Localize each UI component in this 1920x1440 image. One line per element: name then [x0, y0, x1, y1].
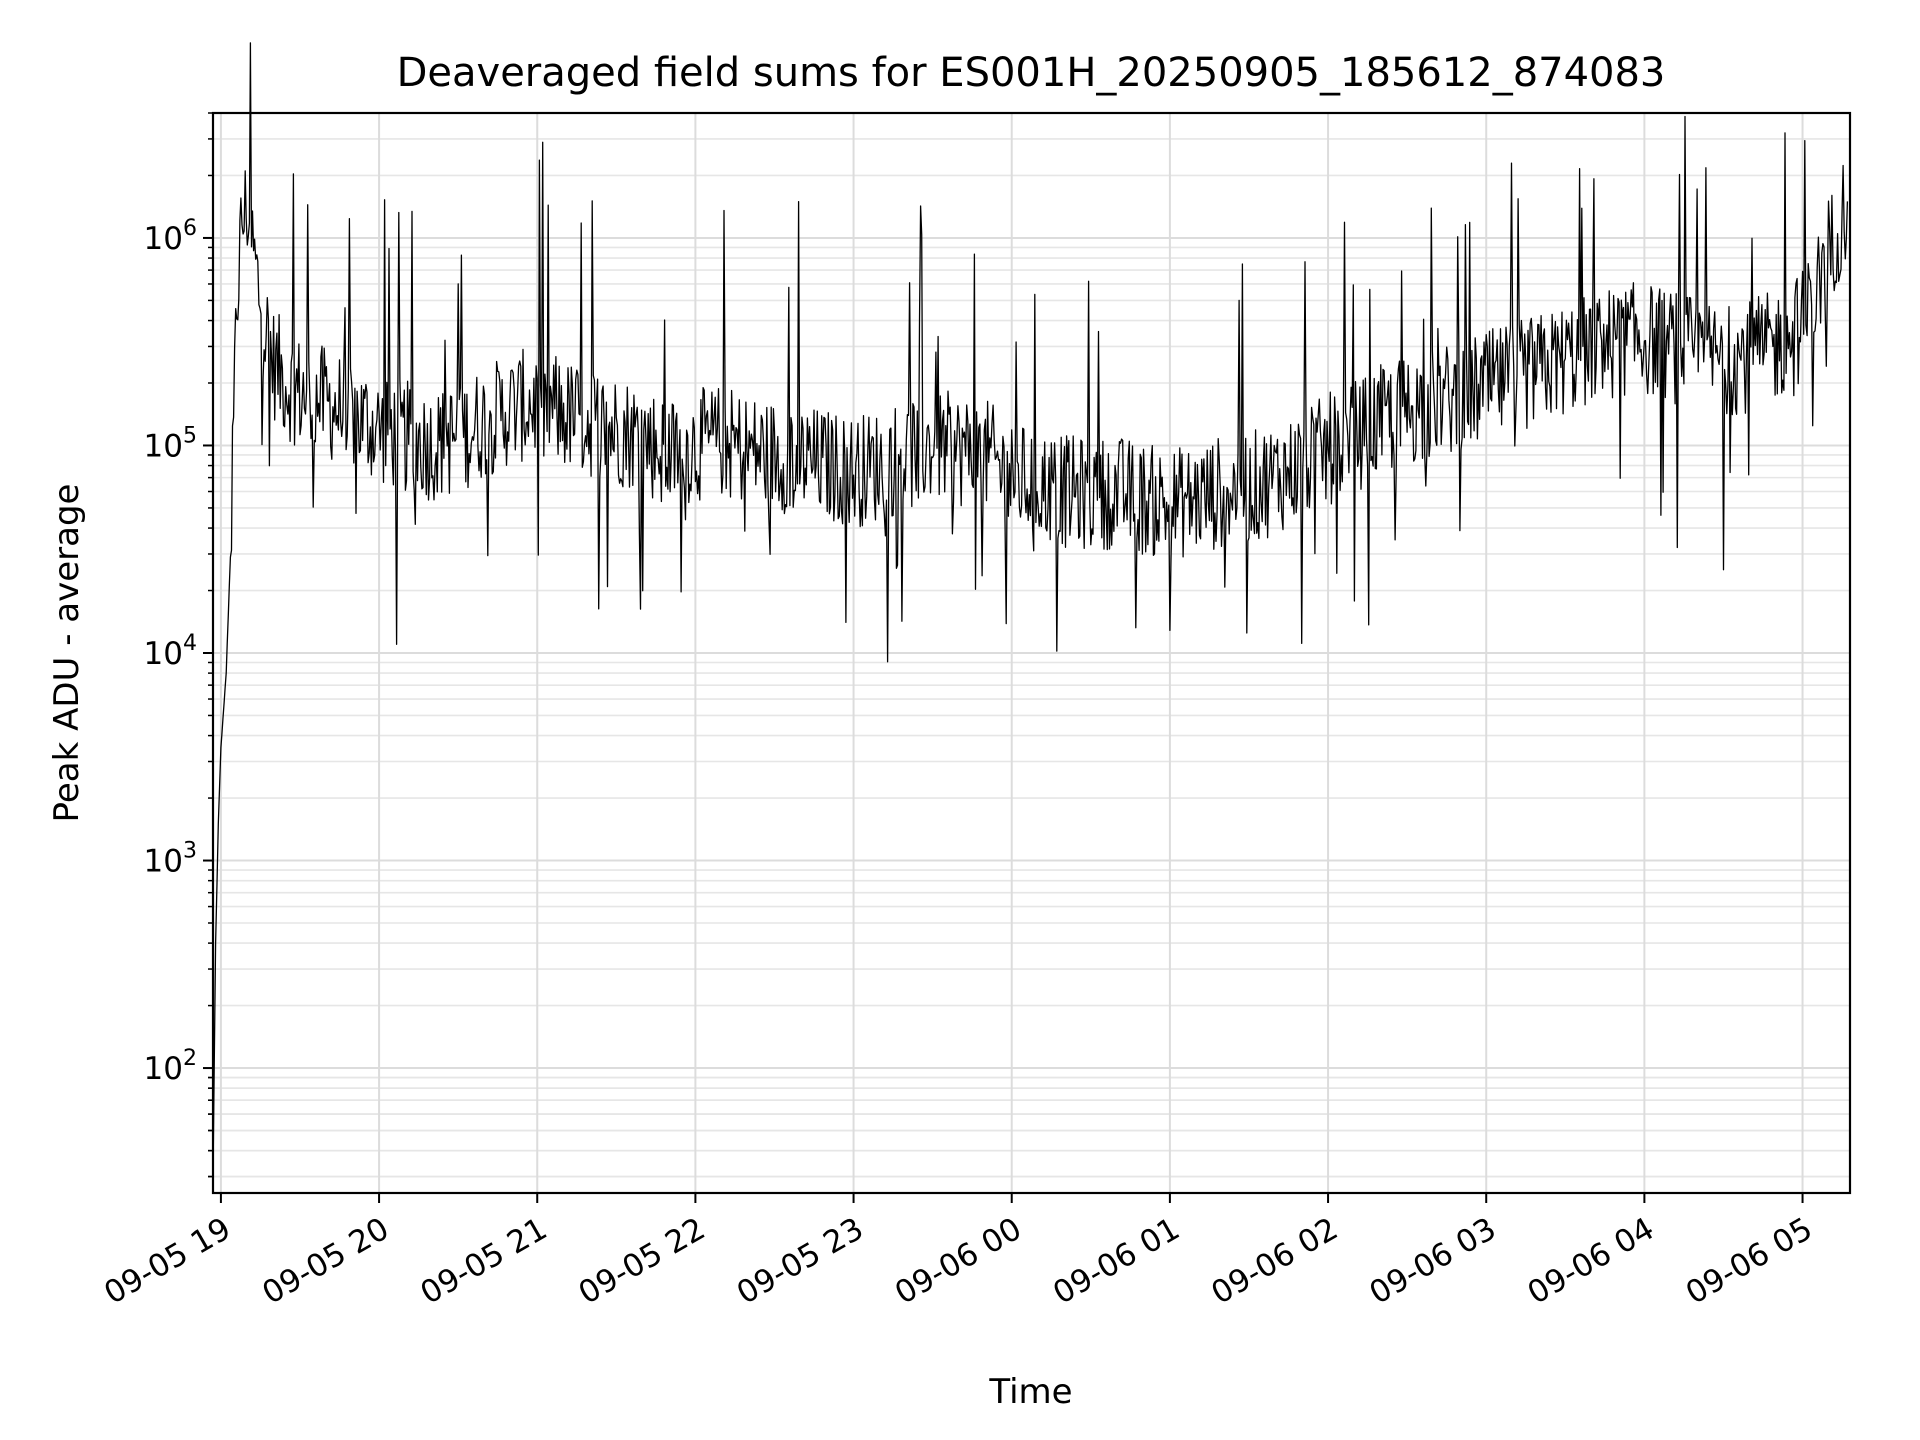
- x-tick-label: 09-06 05: [1680, 1211, 1819, 1312]
- series-line: [212, 42, 1849, 1177]
- x-tick-label: 09-05 22: [573, 1211, 712, 1312]
- grid: [213, 112, 1850, 1193]
- y-tick-label: 102: [144, 1046, 197, 1087]
- x-axis-label: Time: [988, 1372, 1072, 1412]
- x-tick-label: 09-05 23: [731, 1211, 870, 1312]
- y-tick-label: 106: [144, 216, 197, 257]
- x-tick-label: 09-06 04: [1522, 1211, 1661, 1312]
- x-tick-label: 09-06 01: [1047, 1211, 1186, 1312]
- x-axis: 09-05 19 09-05 20 09-05 21 09-05 22 09-05 23…: [98, 1193, 1819, 1312]
- chart-title: Deaveraged field sums for ES001H_2025090…: [397, 50, 1666, 96]
- y-tick-label: 105: [144, 423, 197, 464]
- y-tick-label: 103: [144, 839, 197, 880]
- y-axis: 102 103 104 105 106: [144, 112, 213, 1178]
- x-tick-label: 09-05 21: [415, 1211, 554, 1312]
- y-tick-label: 104: [144, 631, 197, 672]
- x-tick-label: 09-06 03: [1364, 1211, 1503, 1312]
- x-tick-label: 09-06 02: [1205, 1211, 1344, 1312]
- x-tick-label: 09-06 00: [889, 1211, 1028, 1312]
- x-tick-label: 09-05 20: [256, 1211, 395, 1312]
- y-axis-label: Peak ADU - average: [47, 484, 87, 823]
- x-tick-label: 09-05 19: [98, 1211, 237, 1312]
- series-layer: [212, 42, 1849, 1177]
